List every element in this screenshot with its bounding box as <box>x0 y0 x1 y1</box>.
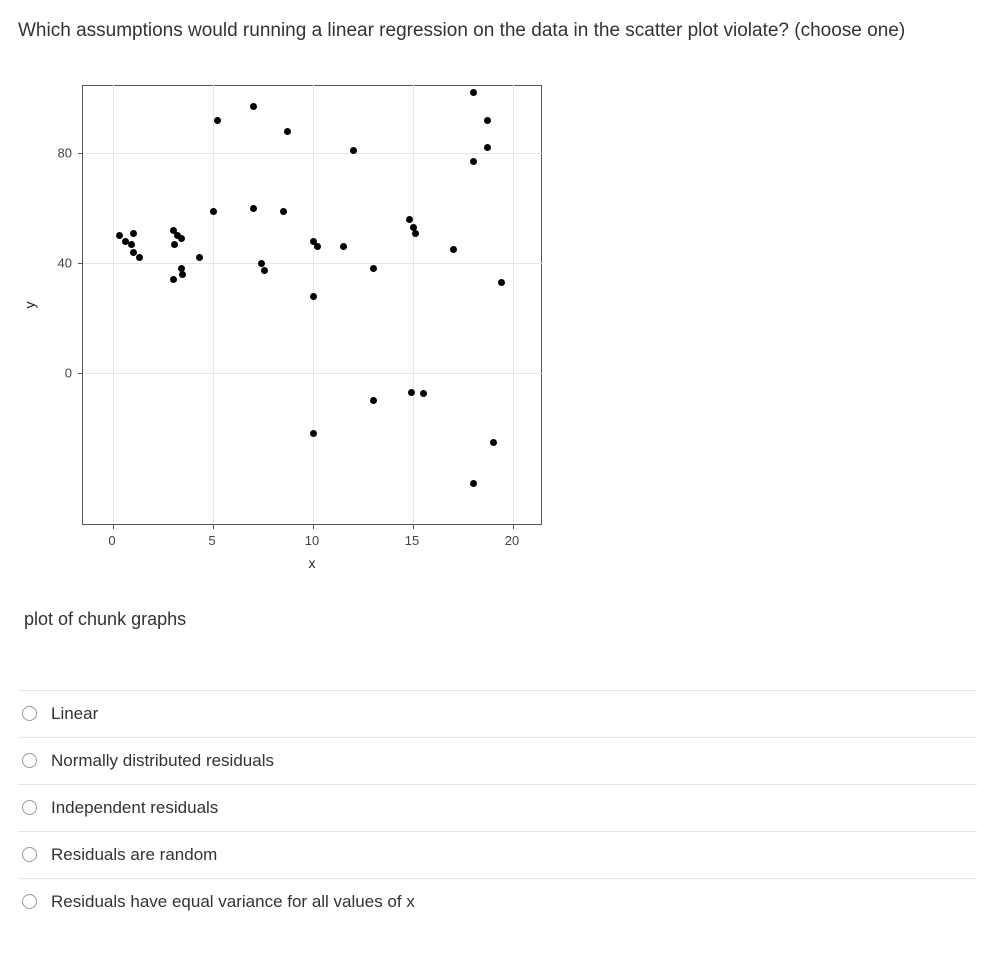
data-point <box>284 128 291 135</box>
radio-icon[interactable] <box>22 706 37 721</box>
y-tick <box>78 263 83 264</box>
x-axis-label: x <box>82 555 542 571</box>
answer-option[interactable]: Residuals are random <box>18 831 977 878</box>
data-point <box>196 254 203 261</box>
data-point <box>412 230 419 237</box>
x-tick-label: 10 <box>305 533 319 548</box>
data-point <box>470 480 477 487</box>
answer-option-label: Normally distributed residuals <box>51 751 274 771</box>
x-tick <box>413 524 414 529</box>
gridline-vertical <box>113 85 114 524</box>
data-point <box>370 265 377 272</box>
data-point <box>350 147 357 154</box>
data-point <box>170 276 177 283</box>
x-tick <box>513 524 514 529</box>
data-point <box>370 397 377 404</box>
y-axis-label: y <box>22 301 38 308</box>
data-point <box>470 89 477 96</box>
answer-option-label: Linear <box>51 704 98 724</box>
data-point <box>130 249 137 256</box>
data-point <box>420 390 427 397</box>
data-point <box>130 230 137 237</box>
data-point <box>470 158 477 165</box>
answer-options: Linear Normally distributed residuals Inde… <box>18 690 977 925</box>
data-point <box>116 232 123 239</box>
gridline-vertical <box>513 85 514 524</box>
data-point <box>171 241 178 248</box>
x-tick-label: 15 <box>405 533 419 548</box>
gridline-horizontal <box>83 373 542 374</box>
y-tick-label: 0 <box>32 366 72 381</box>
data-point <box>406 216 413 223</box>
question-text: Which assumptions would running a linear… <box>18 18 977 45</box>
data-point <box>136 254 143 261</box>
data-point <box>261 267 268 274</box>
y-tick-label: 80 <box>32 146 72 161</box>
gridline-vertical <box>413 85 414 524</box>
radio-icon[interactable] <box>22 847 37 862</box>
data-point <box>250 103 257 110</box>
gridline-vertical <box>213 85 214 524</box>
data-point <box>210 208 217 215</box>
x-tick-label: 0 <box>108 533 115 548</box>
radio-icon[interactable] <box>22 894 37 909</box>
data-point <box>484 117 491 124</box>
data-point <box>258 260 265 267</box>
data-point <box>340 243 347 250</box>
data-point <box>250 205 257 212</box>
plot-area <box>82 85 542 525</box>
data-point <box>484 144 491 151</box>
gridline-horizontal <box>83 153 542 154</box>
x-tick <box>113 524 114 529</box>
data-point <box>450 246 457 253</box>
data-point <box>314 243 321 250</box>
data-point <box>178 235 185 242</box>
answer-option[interactable]: Normally distributed residuals <box>18 737 977 784</box>
answer-option[interactable]: Linear <box>18 690 977 737</box>
gridline-horizontal <box>83 263 542 264</box>
x-tick-label: 5 <box>208 533 215 548</box>
x-tick <box>313 524 314 529</box>
data-point <box>310 293 317 300</box>
answer-option-label: Residuals have equal variance for all va… <box>51 892 415 912</box>
answer-option[interactable]: Residuals have equal variance for all va… <box>18 878 977 925</box>
chart-caption: plot of chunk graphs <box>24 609 977 630</box>
data-point <box>310 430 317 437</box>
answer-option-label: Residuals are random <box>51 845 217 865</box>
answer-option-label: Independent residuals <box>51 798 218 818</box>
data-point <box>280 208 287 215</box>
scatter-chart: y x 0 5 10 15 20 0 40 80 <box>22 75 542 575</box>
data-point <box>490 439 497 446</box>
y-tick-label: 40 <box>32 256 72 271</box>
radio-icon[interactable] <box>22 753 37 768</box>
data-point <box>214 117 221 124</box>
data-point <box>408 389 415 396</box>
answer-option[interactable]: Independent residuals <box>18 784 977 831</box>
x-tick <box>213 524 214 529</box>
data-point <box>128 241 135 248</box>
data-point <box>179 271 186 278</box>
y-tick <box>78 153 83 154</box>
x-tick-label: 20 <box>505 533 519 548</box>
data-point <box>498 279 505 286</box>
gridline-vertical <box>313 85 314 524</box>
radio-icon[interactable] <box>22 800 37 815</box>
y-tick <box>78 373 83 374</box>
